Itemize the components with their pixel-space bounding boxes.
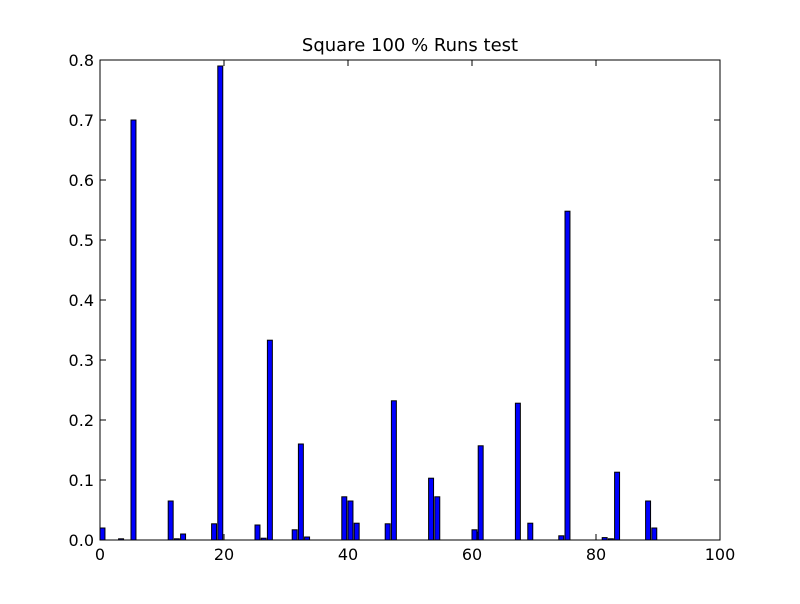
bar-26 xyxy=(558,535,565,541)
bar-23 xyxy=(477,445,484,541)
x-tick-label-3: 60 xyxy=(462,545,482,564)
bar-14 xyxy=(341,496,348,541)
x-tick-label-2: 40 xyxy=(338,545,358,564)
plot-frame xyxy=(99,59,721,541)
y-tick-label-7: 0.7 xyxy=(69,111,94,130)
bar-30 xyxy=(614,471,621,541)
bar-31 xyxy=(645,500,652,541)
bar-2 xyxy=(130,119,137,541)
bar-12 xyxy=(297,443,304,541)
y-tick-label-6: 0.6 xyxy=(69,171,94,190)
y-tick-label-8: 0.8 xyxy=(69,51,94,70)
bar-10 xyxy=(266,339,273,541)
bar-21 xyxy=(471,529,478,541)
bar-18 xyxy=(390,400,397,541)
bar-24 xyxy=(514,402,521,541)
bar-11 xyxy=(291,529,298,541)
y-tick-label-3: 0.3 xyxy=(69,351,94,370)
bar-6 xyxy=(211,523,218,541)
bar-19 xyxy=(428,477,435,541)
bar-3 xyxy=(167,500,174,541)
y-tick-label-5: 0.5 xyxy=(69,231,94,250)
bar-15 xyxy=(347,500,354,541)
bar-16 xyxy=(353,522,360,541)
bar-17 xyxy=(384,523,391,541)
y-tick-label-1: 0.1 xyxy=(69,471,94,490)
bar-5 xyxy=(180,533,187,541)
bars-layer xyxy=(99,65,658,541)
x-tick-label-4: 80 xyxy=(586,545,606,564)
y-tick-label-4: 0.4 xyxy=(69,291,94,310)
chart-title: Square 100 % Runs test xyxy=(301,35,519,56)
bar-7 xyxy=(217,65,224,541)
axes-layer: 0 20 40 60 80 100 0.0 0.1 0.2 0.3 0.4 0.5 0.6 0.7 0.8 xyxy=(69,51,736,564)
bar-8 xyxy=(254,524,261,541)
bar-32 xyxy=(651,527,658,541)
x-tick-label-0: 0 xyxy=(95,545,105,564)
bar-25 xyxy=(527,522,534,541)
bar-0 xyxy=(99,527,106,541)
x-tick-label-5: 100 xyxy=(705,545,736,564)
bar-20 xyxy=(434,496,441,541)
bar-27 xyxy=(564,210,571,541)
y-tick-label-2: 0.2 xyxy=(69,411,94,430)
x-tick-label-1: 20 xyxy=(214,545,234,564)
y-tick-label-0: 0.0 xyxy=(69,531,94,550)
